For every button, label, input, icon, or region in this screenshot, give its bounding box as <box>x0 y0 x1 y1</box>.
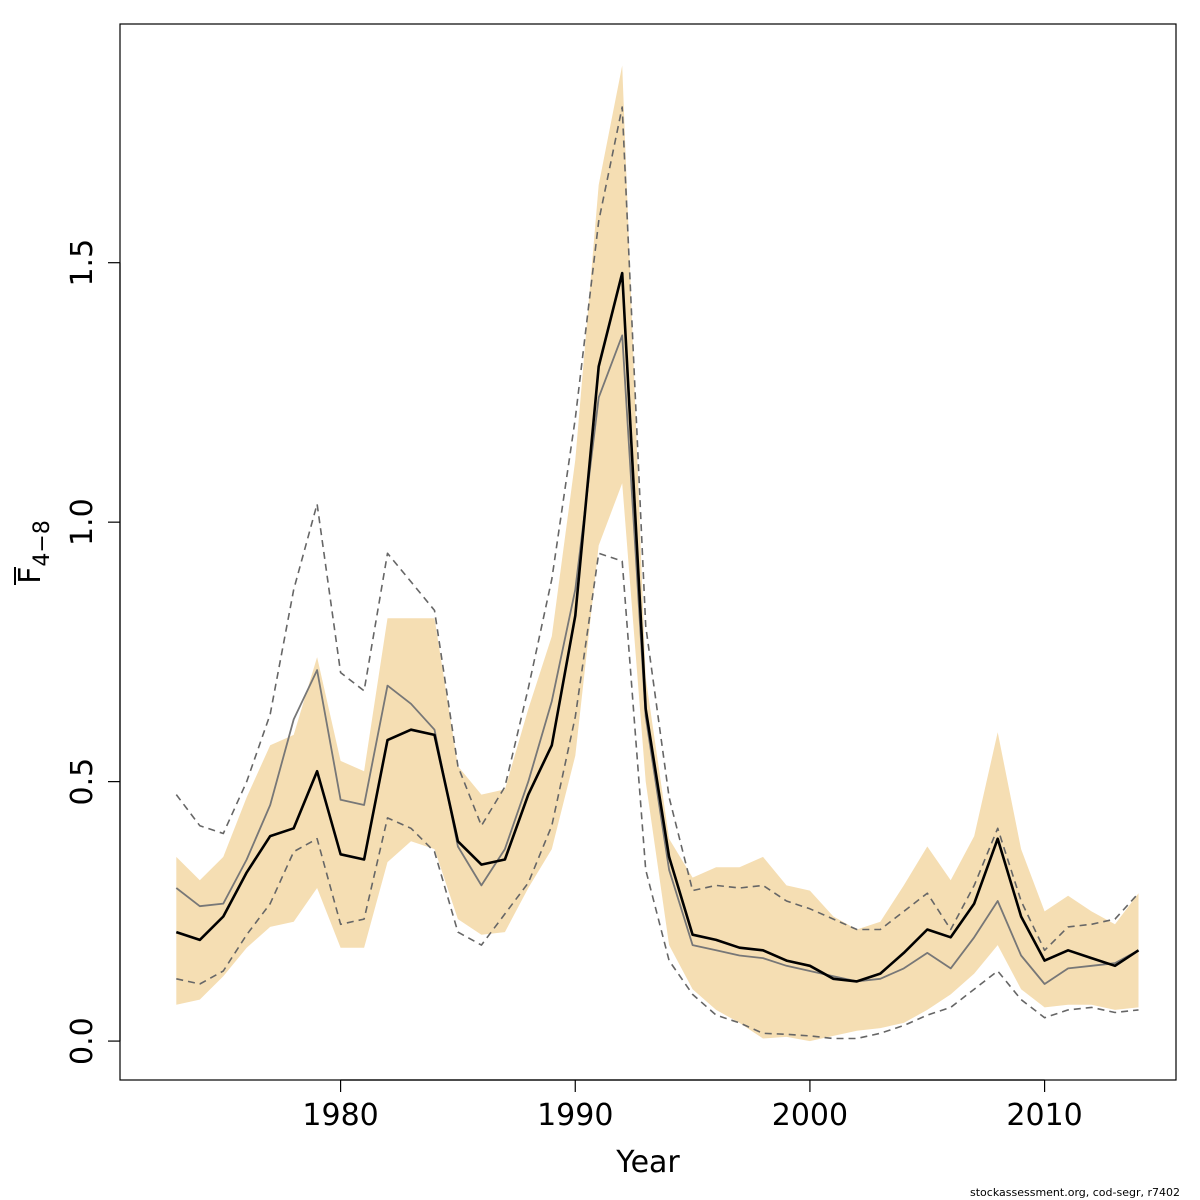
x-tick-label: 2000 <box>772 1098 848 1133</box>
axes: 1980 1990 2000 2010 0.0 0.5 1.0 1.5 <box>65 239 1083 1133</box>
x-axis-title: Year <box>615 1145 680 1180</box>
x-tick-label: 1980 <box>302 1098 378 1133</box>
dashed-lower-line <box>176 552 1139 1040</box>
y-axis-title-main: F <box>13 567 48 584</box>
plot-area <box>175 65 1140 1042</box>
dashed-upper-line <box>175 106 1140 952</box>
y-axis-title: F4−8 <box>13 520 55 585</box>
x-tick-label: 1990 <box>537 1098 613 1133</box>
y-axis-title-subscript: 4−8 <box>30 520 55 566</box>
credit-text: stockassessment.org, cod-segr, r7402 <box>970 1186 1180 1199</box>
y-tick-label: 0.5 <box>65 758 100 806</box>
x-tick-label: 2010 <box>1006 1098 1082 1133</box>
confidence-band <box>176 65 1139 1042</box>
secondary-series-line <box>175 334 1139 985</box>
y-tick-label: 1.5 <box>65 239 100 287</box>
main-series-line <box>175 271 1140 983</box>
y-tick-label: 1.0 <box>65 498 100 546</box>
y-tick-label: 0.0 <box>65 1017 100 1065</box>
svg-text:F4−8: F4−8 <box>13 520 55 584</box>
